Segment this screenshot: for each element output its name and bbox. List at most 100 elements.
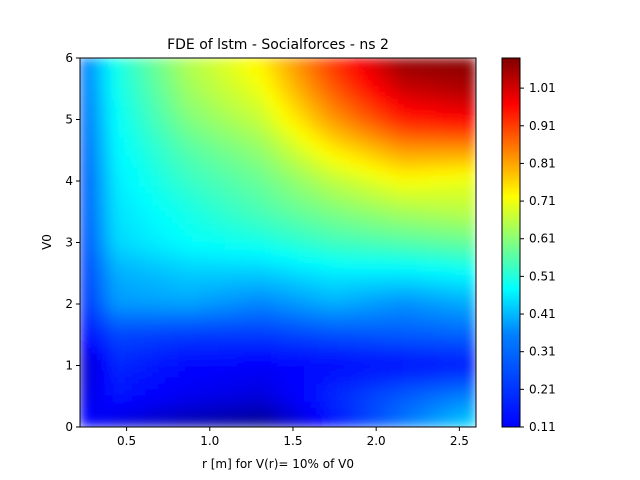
heatmap-cell <box>462 377 470 385</box>
heatmap-cell <box>145 414 154 422</box>
heatmap-cell <box>119 88 127 96</box>
heatmap-cell <box>105 328 114 336</box>
heatmap-cell <box>389 358 398 366</box>
heatmap-cell <box>303 248 312 256</box>
heatmap-cell <box>383 235 391 243</box>
heatmap-cell <box>429 297 437 305</box>
heatmap-cell <box>138 321 147 330</box>
heatmap-cell <box>277 401 286 410</box>
heatmap-cell <box>99 75 107 84</box>
heatmap-cell <box>92 88 101 96</box>
heatmap-cell <box>105 131 114 139</box>
heatmap-cell <box>435 297 444 305</box>
heatmap-cell <box>462 395 470 403</box>
heatmap-cell <box>132 106 140 114</box>
heatmap-cell <box>224 217 233 225</box>
heatmap-cell <box>449 303 457 311</box>
heatmap-cell <box>138 315 147 323</box>
heatmap-cell <box>323 149 332 157</box>
heatmap-cell <box>376 371 385 379</box>
heatmap-cell <box>429 358 437 366</box>
heatmap-cell <box>356 125 365 133</box>
heatmap-cell <box>442 192 451 200</box>
heatmap-cell <box>198 334 206 342</box>
heatmap-cell <box>191 297 200 305</box>
heatmap-cell <box>204 315 213 323</box>
heatmap-cell <box>80 149 88 157</box>
heatmap-cell <box>152 205 160 213</box>
heatmap-cell <box>218 315 226 323</box>
heatmap-cell <box>330 328 338 336</box>
heatmap-cell <box>270 297 279 305</box>
heatmap-cell <box>99 149 107 157</box>
heatmap-cell <box>383 395 391 403</box>
heatmap-cell <box>462 340 470 348</box>
heatmap-cell <box>310 186 319 194</box>
heatmap-cell <box>105 315 114 323</box>
heatmap-cell <box>350 414 358 422</box>
heatmap-cell <box>396 88 404 96</box>
heatmap-cell <box>383 377 391 385</box>
heatmap-cell <box>178 155 187 164</box>
heatmap-cell <box>277 94 286 102</box>
heatmap-cell <box>132 155 140 164</box>
heatmap-cell <box>165 285 173 293</box>
heatmap-cell <box>99 205 107 213</box>
heatmap-cell <box>86 242 94 250</box>
heatmap-cell <box>422 198 431 207</box>
heatmap-cell <box>145 63 154 71</box>
heatmap-cell <box>455 346 464 354</box>
heatmap-cell <box>125 334 134 342</box>
heatmap-cell <box>224 420 233 427</box>
heatmap-cell <box>211 303 220 311</box>
heatmap-cell <box>264 352 272 360</box>
heatmap-cell <box>270 94 279 102</box>
heatmap-cell <box>284 94 292 102</box>
heatmap-cell <box>218 192 226 200</box>
heatmap-cell <box>383 223 391 231</box>
heatmap-cell <box>435 75 444 84</box>
heatmap-cell <box>383 414 391 422</box>
heatmap-cell <box>277 242 286 250</box>
heatmap-cell <box>165 309 173 317</box>
heatmap-cell <box>171 383 180 391</box>
heatmap-cell <box>435 223 444 231</box>
heatmap-cell <box>310 408 319 416</box>
heatmap-cell <box>264 162 272 170</box>
heatmap-cell <box>171 155 180 164</box>
heatmap-cell <box>80 143 88 151</box>
heatmap-cell <box>277 88 286 96</box>
heatmap-cell <box>330 346 338 354</box>
heatmap-cell <box>303 211 312 219</box>
heatmap-cell <box>244 315 253 323</box>
heatmap-cell <box>449 131 457 139</box>
heatmap-cell <box>251 254 259 262</box>
heatmap-cell <box>218 260 226 268</box>
heatmap-cell <box>92 358 101 366</box>
heatmap-cell <box>303 100 312 108</box>
heatmap-cell <box>396 309 404 317</box>
heatmap-cell <box>244 143 253 151</box>
heatmap-cell <box>284 100 292 108</box>
heatmap-cell <box>92 401 101 410</box>
heatmap-cell <box>284 272 292 280</box>
heatmap-cell <box>119 192 127 200</box>
heatmap-cell <box>462 358 470 366</box>
heatmap-cell <box>264 94 272 102</box>
heatmap-cell <box>468 303 476 311</box>
heatmap-cell <box>277 334 286 342</box>
heatmap-cell <box>178 149 187 157</box>
heatmap-cell <box>244 131 253 139</box>
heatmap-cell <box>323 192 332 200</box>
heatmap-cell <box>244 389 253 397</box>
heatmap-cell <box>264 198 272 207</box>
heatmap-cell <box>99 303 107 311</box>
heatmap-cell <box>231 266 239 274</box>
heatmap-cell <box>211 340 220 348</box>
heatmap-cell <box>145 395 154 403</box>
heatmap-cell <box>310 334 319 342</box>
heatmap-cell <box>224 352 233 360</box>
heatmap-cell <box>402 346 411 354</box>
heatmap-cell <box>429 272 437 280</box>
heatmap-cell <box>132 414 140 422</box>
